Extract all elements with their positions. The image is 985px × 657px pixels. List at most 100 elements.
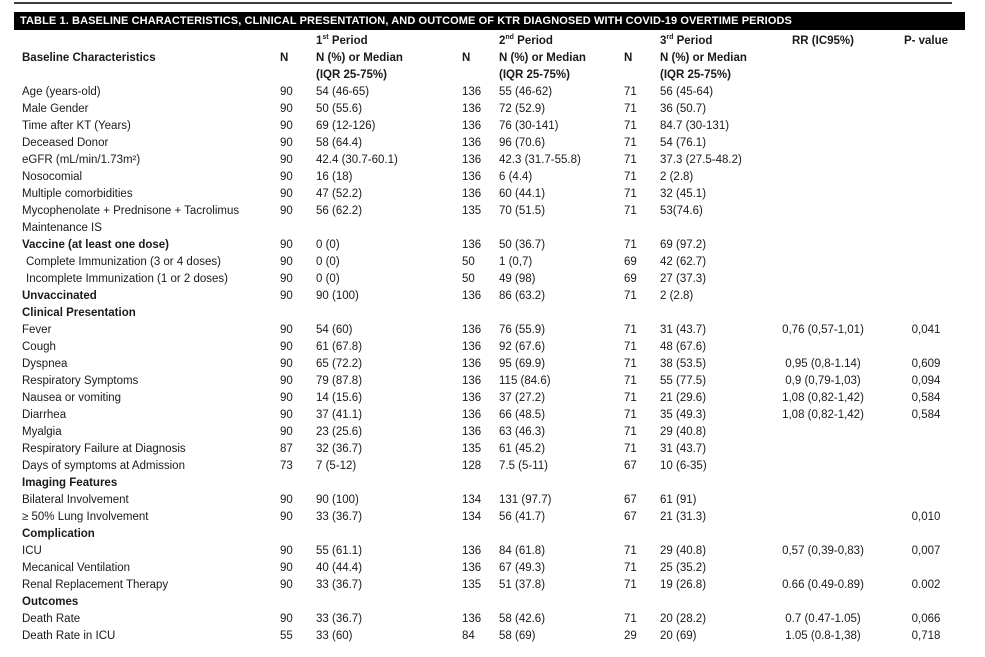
period-header-3: 3rd Period <box>660 33 760 50</box>
row-label: Vaccine (at least one dose) <box>22 239 170 251</box>
rr-cell: 1,08 (0,82-1,42) <box>782 409 864 421</box>
p-cell <box>886 254 966 271</box>
n-cell: 90 <box>280 392 293 404</box>
table-row: Age (years-old) 90 54 (46-65) 136 55 (46-62)… <box>14 84 966 101</box>
n-cell <box>624 594 660 611</box>
row-label: Diarrhea <box>22 409 67 421</box>
table-row: Complete Immunization (3 or 4 doses) 90 0 … <box>14 254 966 271</box>
value-cell: 42 (62.7) <box>660 256 707 268</box>
period-header-row: 1st Period 2nd Period 3rd Period RR (IC9… <box>14 33 966 50</box>
table-row: Complication <box>14 526 966 543</box>
period-word: Period <box>328 35 368 47</box>
row-label: Mecanical Ventilation <box>22 562 131 574</box>
rr-cell <box>760 118 886 135</box>
value-cell <box>660 475 760 492</box>
n-cell: 71 <box>624 324 637 336</box>
row-label: Nausea or vomiting <box>22 392 122 404</box>
table-row: Vaccine (at least one dose) 90 0 (0) 136 50 … <box>14 237 966 254</box>
rr-cell <box>760 84 886 101</box>
table-row: Unvaccinated 90 90 (100) 136 86 (63.2) 71 2 (2… <box>14 288 966 305</box>
value-cell: 60 (44.1) <box>499 188 546 200</box>
table-row: Imaging Features <box>14 475 966 492</box>
value-cell: 42.3 (31.7-55.8) <box>499 154 581 166</box>
value-cell: 53(74.6) <box>660 205 703 217</box>
n-cell: 136 <box>462 375 482 387</box>
table-row: Death Rate 90 33 (36.7) 136 58 (42.6) 71 20 (2… <box>14 611 966 628</box>
value-header-line1: N (%) or Median <box>316 52 403 64</box>
n-cell: 71 <box>624 562 637 574</box>
n-cell: 67 <box>624 460 637 472</box>
value-cell: 72 (52.9) <box>499 103 546 115</box>
n-cell: 90 <box>280 324 293 336</box>
value-cell: 131 (97.7) <box>499 494 552 506</box>
n-cell: 87 <box>280 443 293 455</box>
table-row: Respiratory Failure at Diagnosis 87 32 (36… <box>14 441 966 458</box>
rr-cell <box>760 152 886 169</box>
n-cell: 71 <box>624 120 637 132</box>
n-cell <box>462 526 499 543</box>
table-header: 1st Period 2nd Period 3rd Period RR (IC9… <box>14 33 966 84</box>
n-cell: 71 <box>624 137 637 149</box>
rr-cell <box>760 101 886 118</box>
n-cell: 90 <box>280 86 293 98</box>
n-cell: 136 <box>462 120 482 132</box>
n-cell <box>280 475 316 492</box>
table-row: Diarrhea 90 37 (41.1) 136 66 (48.5) 71 35 (49.… <box>14 407 966 424</box>
value-cell: 48 (67.6) <box>660 341 707 353</box>
value-cell: 58 (64.4) <box>316 137 363 149</box>
row-label: Time after KT (Years) <box>22 120 131 132</box>
value-cell: 23 (25.6) <box>316 426 363 438</box>
n-cell: 128 <box>462 460 482 472</box>
value-cell: 35 (49.3) <box>660 409 707 421</box>
n-cell: 136 <box>462 358 482 370</box>
table-row: Days of symptoms at Admission 73 7 (5-12) 1… <box>14 458 966 475</box>
n-cell: 135 <box>462 579 482 591</box>
row-label: Nosocomial <box>22 171 83 183</box>
p-cell: 0,584 <box>911 409 941 421</box>
n-cell: 71 <box>624 341 637 353</box>
n-cell: 90 <box>280 409 293 421</box>
row-label: Multiple comorbidities <box>22 188 133 200</box>
p-cell <box>886 203 966 237</box>
n-header-1: N <box>280 52 289 64</box>
header-spacer <box>14 33 280 50</box>
period-ordinal-suffix: st <box>322 34 329 42</box>
row-label: Respiratory Symptoms <box>22 375 139 387</box>
value-cell: 31 (43.7) <box>660 443 707 455</box>
table-row: Outcomes <box>14 594 966 611</box>
rr-cell <box>760 169 886 186</box>
row-label: Complete Immunization (3 or 4 doses) <box>26 256 221 268</box>
table-row: Multiple comorbidities 90 47 (52.2) 136 60 (… <box>14 186 966 203</box>
n-cell: 90 <box>280 239 293 251</box>
row-label: Mycophenolate + Prednisone + Tacrolimus M… <box>22 205 240 234</box>
p-cell: 0,718 <box>911 630 941 642</box>
table-body: Age (years-old) 90 54 (46-65) 136 55 (46-62)… <box>14 84 966 645</box>
row-label: Cough <box>22 341 56 353</box>
value-header-1: N (%) or Median (IQR 25-75%) <box>316 50 462 84</box>
n-cell: 71 <box>624 613 637 625</box>
value-cell: 20 (69) <box>660 630 697 642</box>
value-cell: 20 (28.2) <box>660 613 707 625</box>
table-row: Mecanical Ventilation 90 40 (44.4) 136 67 (4… <box>14 560 966 577</box>
value-cell: 49 (98) <box>499 273 536 285</box>
p-cell: 0,584 <box>911 392 941 404</box>
n-cell: 67 <box>624 511 637 523</box>
n-cell: 90 <box>280 375 293 387</box>
row-label: Fever <box>22 324 52 336</box>
n-cell: 71 <box>624 188 637 200</box>
rr-cell: 0,76 (0,57-1,01) <box>782 324 864 336</box>
value-cell: 32 (36.7) <box>316 443 363 455</box>
period-number: 2 <box>499 35 506 47</box>
table-row: Dyspnea 90 65 (72.2) 136 95 (69.9) 71 38 (53.5… <box>14 356 966 373</box>
rr-header: RR (IC95%) <box>792 35 854 47</box>
p-cell: 0,007 <box>911 545 941 557</box>
n-cell: 136 <box>462 324 482 336</box>
value-header-line1: N (%) or Median <box>499 52 586 64</box>
period-word: Period <box>673 35 713 47</box>
rr-cell: 0,9 (0,79-1,03) <box>785 375 861 387</box>
table-row: eGFR (mL/min/1.73m²) 90 42.4 (30.7-60.1) 13… <box>14 152 966 169</box>
n-cell: 134 <box>462 494 482 506</box>
n-cell: 71 <box>624 171 637 183</box>
header-spacer <box>462 33 499 50</box>
value-cell: 54 (46-65) <box>316 86 370 98</box>
